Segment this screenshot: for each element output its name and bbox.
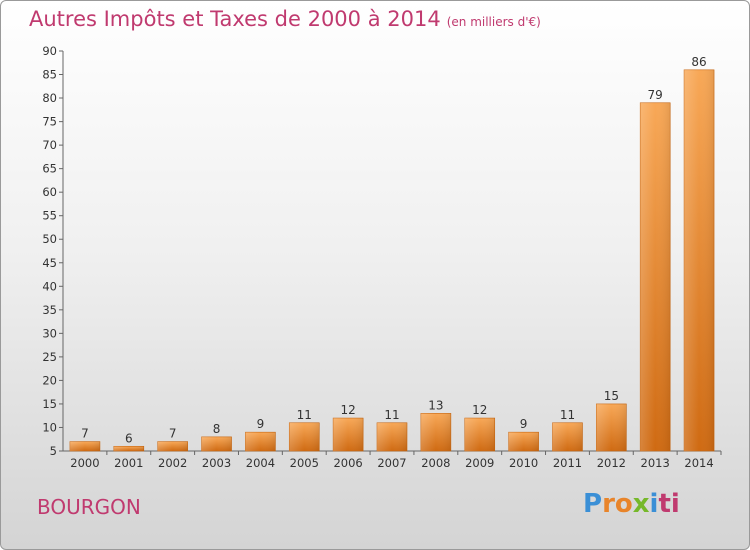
- logo-letter: i: [649, 489, 659, 519]
- value-label: 15: [604, 389, 619, 403]
- bar-shade: [333, 418, 364, 451]
- value-label: 11: [560, 408, 575, 422]
- title-unit: (en milliers d'€): [446, 15, 541, 29]
- commune-name: BOURGON: [37, 495, 141, 519]
- y-tick-label: 55: [42, 209, 57, 223]
- value-label: 86: [691, 55, 706, 69]
- axes: 5 10 15 20 25 30 35 40 45 50 55 60 65 70 75 80 85 90 2000 2…: [42, 44, 722, 470]
- value-label: 9: [520, 417, 528, 431]
- x-tick-label: 2001: [114, 456, 143, 470]
- value-label: 6: [125, 431, 133, 445]
- bar-shade: [245, 432, 276, 451]
- y-tick-label: 65: [42, 162, 57, 176]
- x-tick-label: 2014: [684, 456, 713, 470]
- x-tick-label: 2005: [290, 456, 319, 470]
- x-tick-label: 2010: [509, 456, 538, 470]
- chart-title: Autres Impôts et Taxes de 2000 à 2014 (en…: [29, 7, 541, 31]
- x-tick-label: 2012: [597, 456, 626, 470]
- bar-shade: [420, 413, 451, 451]
- value-label: 11: [384, 408, 399, 422]
- bar-shade: [289, 422, 320, 451]
- y-tick-label: 70: [42, 138, 57, 152]
- y-tick-label: 50: [42, 232, 57, 246]
- y-tick-label: 30: [42, 326, 57, 340]
- bar-shade: [684, 69, 715, 451]
- y-tick-label: 40: [42, 279, 57, 293]
- x-tick-label: 2013: [641, 456, 670, 470]
- bar-shade: [113, 446, 144, 451]
- y-tick-label: 10: [42, 420, 57, 434]
- x-tick-label: 2009: [465, 456, 494, 470]
- value-label: 11: [297, 408, 312, 422]
- logo-letter: r: [602, 489, 615, 519]
- logo-letter: o: [614, 489, 633, 519]
- value-label: 79: [648, 88, 663, 102]
- x-tick-label: 2011: [553, 456, 582, 470]
- bar-shade: [157, 441, 188, 451]
- bar-shade: [464, 418, 495, 451]
- bar-shade: [201, 436, 232, 451]
- x-tick-label: 2002: [158, 456, 187, 470]
- value-label: 9: [257, 417, 265, 431]
- bar-shade: [640, 102, 671, 451]
- y-tick-label: 80: [42, 91, 57, 105]
- y-tick-label: 85: [42, 68, 57, 82]
- bars: [69, 69, 715, 452]
- x-tick-label: 2006: [333, 456, 362, 470]
- value-label: 7: [81, 427, 89, 441]
- bar-shade: [508, 432, 539, 451]
- x-tick-label: 2004: [246, 456, 275, 470]
- x-tick-label: 2003: [202, 456, 231, 470]
- value-labels: 7 6 7 8 9 11 12 11 13 12 9 11 15 79 86: [81, 55, 707, 445]
- value-label: 7: [169, 427, 177, 441]
- title-main: Autres Impôts et Taxes de 2000 à 2014: [29, 7, 441, 31]
- value-label: 13: [428, 398, 443, 412]
- x-tick-label: 2000: [70, 456, 99, 470]
- y-tick-label: 35: [42, 303, 57, 317]
- y-tick-label: 20: [42, 373, 57, 387]
- y-tick-label: 15: [42, 397, 57, 411]
- logo-letter: ti: [658, 489, 680, 519]
- bar-shade: [552, 422, 583, 451]
- x-tick-label: 2007: [377, 456, 406, 470]
- y-tick-label: 60: [42, 185, 57, 199]
- y-tick-label: 5: [50, 444, 57, 458]
- value-label: 12: [340, 403, 355, 417]
- bar-shade: [69, 441, 100, 451]
- y-tick-label: 45: [42, 256, 57, 270]
- x-tick-label: 2008: [421, 456, 450, 470]
- logo-letter: x: [632, 489, 650, 519]
- logo-letter: P: [583, 489, 603, 519]
- bar-shade: [377, 422, 407, 451]
- y-tick-label: 90: [42, 44, 57, 58]
- bar-shade: [596, 403, 627, 451]
- y-tick-label: 75: [42, 115, 57, 129]
- value-label: 12: [472, 403, 487, 417]
- proxiti-logo: Proxiti: [583, 489, 680, 519]
- y-tick-label: 25: [42, 350, 57, 364]
- value-label: 8: [213, 422, 221, 436]
